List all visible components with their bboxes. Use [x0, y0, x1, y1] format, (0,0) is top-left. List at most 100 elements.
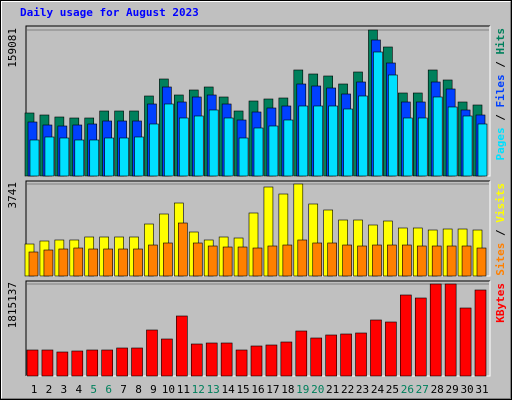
- bar: [447, 106, 458, 177]
- bar: [89, 139, 100, 177]
- x-tick-label: 6: [105, 383, 112, 396]
- bar: [327, 242, 337, 277]
- bar: [208, 109, 219, 177]
- bar: [388, 74, 398, 177]
- bar: [235, 349, 248, 377]
- bar: [325, 334, 337, 377]
- x-tick-label: 16: [251, 383, 264, 396]
- x-tick-label: 1: [31, 383, 38, 396]
- bar: [134, 136, 144, 177]
- bar: [461, 245, 472, 277]
- bar: [88, 248, 99, 277]
- bar: [119, 137, 129, 177]
- bar: [56, 351, 69, 377]
- x-tick-label: 25: [386, 383, 399, 396]
- bar: [131, 347, 143, 377]
- bar: [179, 117, 189, 177]
- x-tick-label: 27: [416, 383, 429, 396]
- x-tick-label: 3: [61, 383, 68, 396]
- bar: [403, 117, 413, 177]
- bar: [26, 349, 39, 377]
- bar: [205, 342, 218, 377]
- bar: [432, 96, 443, 177]
- bar: [358, 95, 368, 177]
- bar: [86, 349, 99, 377]
- bar: [283, 119, 294, 177]
- bar: [476, 247, 487, 277]
- bar: [342, 244, 352, 277]
- bar: [402, 244, 412, 277]
- bar: [176, 315, 188, 377]
- bar: [118, 248, 128, 277]
- bar: [370, 319, 382, 377]
- x-tick-label: 19: [296, 383, 309, 396]
- x-tick-label: 18: [281, 383, 294, 396]
- bar: [220, 342, 233, 377]
- bar: [223, 117, 234, 177]
- bar: [207, 245, 218, 277]
- bar: [101, 349, 113, 377]
- bar: [163, 242, 173, 277]
- bar: [253, 127, 264, 177]
- x-tick-label: 28: [431, 383, 444, 396]
- bar: [193, 115, 204, 177]
- bar: [252, 247, 263, 277]
- bar: [28, 251, 39, 277]
- bar: [58, 248, 69, 277]
- x-tick-label: 4: [75, 383, 82, 396]
- bar: [103, 248, 113, 277]
- bar: [459, 307, 472, 377]
- bar: [73, 247, 84, 277]
- y-tick-label: 1815137: [6, 282, 19, 328]
- bar: [148, 244, 158, 277]
- x-tick-label: 30: [460, 383, 473, 396]
- bar: [446, 245, 457, 277]
- bar: [238, 137, 249, 177]
- bar: [71, 350, 84, 377]
- legend: Sites / Visits: [494, 183, 507, 276]
- x-tick-label: 24: [371, 383, 385, 396]
- x-tick-label: 15: [236, 383, 249, 396]
- bar: [41, 349, 54, 377]
- x-tick-label: 23: [356, 383, 369, 396]
- bar: [146, 329, 158, 377]
- bar: [373, 51, 383, 177]
- bar: [474, 289, 487, 377]
- legend: Pages / Files / Hits: [494, 28, 507, 161]
- x-tick-label: 11: [177, 383, 190, 396]
- bar: [133, 248, 143, 277]
- bar: [477, 123, 488, 177]
- x-tick-label: 26: [401, 383, 414, 396]
- legend: KBytes: [494, 283, 507, 323]
- panel-shade: [25, 280, 490, 376]
- bar: [444, 283, 457, 377]
- bar: [312, 242, 323, 277]
- bar: [222, 246, 233, 277]
- bar: [313, 105, 324, 177]
- bar: [161, 338, 173, 377]
- bar: [429, 283, 442, 377]
- bar: [265, 344, 278, 377]
- bar: [372, 244, 382, 277]
- bar: [267, 245, 278, 277]
- bar: [297, 239, 308, 277]
- bar: [355, 332, 367, 377]
- bar: [29, 139, 40, 177]
- bar: [416, 245, 427, 277]
- bar: [237, 246, 248, 277]
- legend-separator: /: [494, 108, 507, 128]
- bar: [74, 139, 85, 177]
- bar: [414, 297, 427, 377]
- x-tick-label: 5: [90, 383, 97, 396]
- bar: [282, 244, 293, 277]
- bar: [164, 103, 174, 177]
- legend-entry: Pages: [494, 127, 507, 160]
- bar: [149, 123, 159, 177]
- bar: [462, 115, 473, 177]
- bar: [295, 330, 308, 377]
- x-tick-label: 21: [326, 383, 339, 396]
- bar: [387, 244, 397, 277]
- bar: [192, 242, 203, 277]
- x-tick-label: 22: [341, 383, 354, 396]
